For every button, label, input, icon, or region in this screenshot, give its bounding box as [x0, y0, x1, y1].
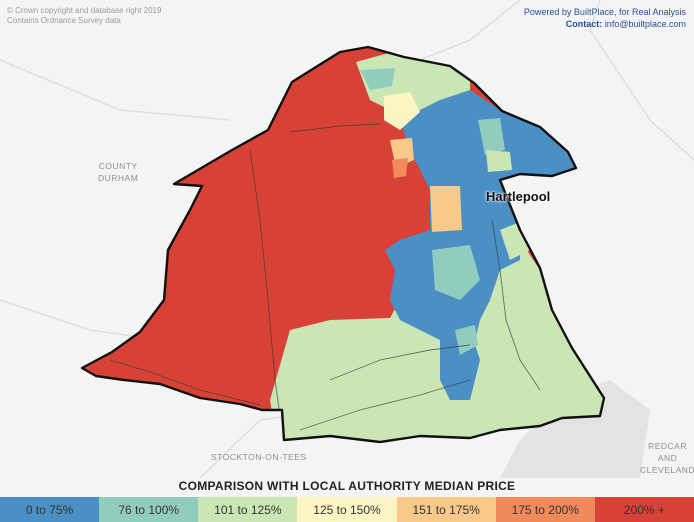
region-101-125-c: [486, 150, 512, 172]
internal-roads: [109, 123, 541, 431]
credit-contact: Contact: info@builtplace.com: [524, 18, 686, 30]
place-redcar: REDCAR AND: [648, 441, 687, 463]
place-county: COUNTY: [98, 161, 138, 171]
legend-item: 125 to 150%: [297, 497, 397, 522]
legend: 0 to 75% 76 to 100% 101 to 125% 125 to 150%…: [0, 497, 694, 522]
legend-item: 175 to 200%: [495, 497, 595, 522]
choropleth-map: [0, 0, 694, 478]
region-76-100-d: [478, 118, 505, 155]
place-label-redcar-cleveland: REDCAR AND CLEVELAND: [640, 440, 694, 476]
town-label-hartlepool: Hartlepool: [486, 189, 551, 204]
sea-area: [500, 380, 650, 478]
place-cleveland: CLEVELAND: [640, 465, 694, 475]
legend-title: COMPARISON WITH LOCAL AUTHORITY MEDIAN P…: [178, 479, 516, 493]
place-label-county-durham: COUNTY DURHAM: [98, 160, 138, 184]
legend-item: 76 to 100%: [99, 497, 199, 522]
credit-contact-label: Contact:: [565, 19, 603, 29]
region-76-100-a: [360, 68, 395, 90]
region-0-75-core: [385, 90, 576, 360]
legend-item: 0 to 75%: [0, 497, 100, 522]
attribution: © Crown copyright and database right 201…: [7, 6, 161, 26]
attribution-line-1: © Crown copyright and database right 201…: [7, 6, 162, 15]
place-durham: DURHAM: [98, 173, 139, 183]
legend-item: 101 to 125%: [198, 497, 298, 522]
legend-item: 151 to 175%: [396, 497, 496, 522]
credit-contact-value[interactable]: info@builtplace.com: [604, 19, 686, 29]
credit-block: Powered by BuiltPlace, for Real Analysis…: [524, 6, 686, 30]
region-151-175: [430, 186, 462, 232]
attribution-line-2: Contains Ordnance Survey data: [7, 16, 121, 25]
region-76-100-b: [432, 245, 480, 300]
authority-boundary: [80, 45, 606, 444]
region-76-100-c: [455, 325, 478, 355]
region-125-150-a: [384, 92, 420, 130]
credit-powered: Powered by BuiltPlace, for Real Analysis: [523, 7, 686, 17]
place-label-stockton: STOCKTON-ON-TEES: [211, 452, 307, 462]
region-175-200: [392, 158, 408, 178]
legend-item: 200% +: [594, 497, 694, 522]
